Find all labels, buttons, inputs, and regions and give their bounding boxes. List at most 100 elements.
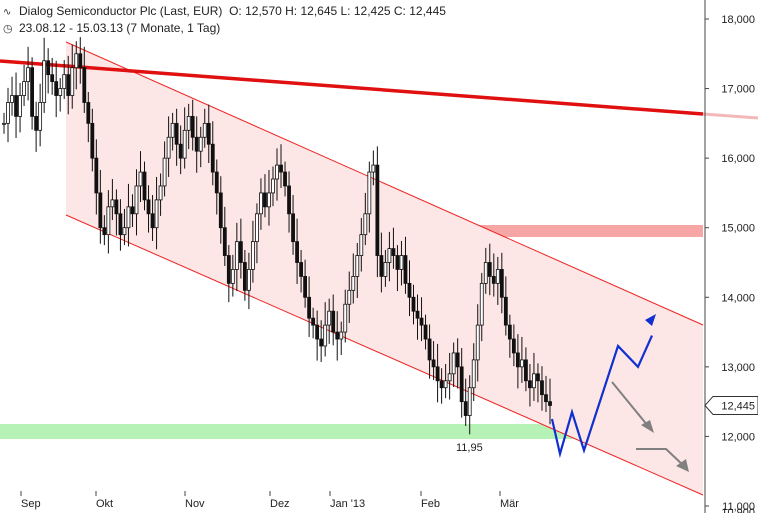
candle-body bbox=[182, 129, 187, 159]
candle bbox=[22, 64, 26, 106]
candle bbox=[50, 57, 55, 95]
x-tick-label: Sep bbox=[21, 498, 41, 510]
resistance-trendline-extension bbox=[702, 112, 758, 120]
candle-body bbox=[311, 317, 316, 326]
candle-body bbox=[234, 241, 239, 270]
candle bbox=[198, 126, 203, 168]
forecast-path-blue bbox=[550, 335, 654, 459]
resistance-zone bbox=[480, 225, 703, 237]
candle bbox=[162, 141, 167, 197]
candle-body bbox=[287, 185, 291, 215]
candle-body bbox=[206, 122, 211, 145]
candle bbox=[475, 304, 480, 382]
candle bbox=[186, 103, 191, 150]
forecast-arrowhead-blue bbox=[645, 314, 656, 326]
candle bbox=[10, 76, 14, 116]
candle-body bbox=[519, 359, 524, 368]
candle bbox=[226, 245, 231, 303]
x-tick-label: Dez bbox=[270, 498, 290, 510]
candle bbox=[524, 347, 528, 392]
candle bbox=[363, 192, 368, 246]
candle bbox=[70, 44, 75, 109]
candle-body bbox=[222, 227, 227, 256]
candle-body bbox=[174, 122, 179, 145]
candle-body bbox=[50, 74, 55, 83]
candle-body bbox=[34, 116, 39, 131]
candle bbox=[142, 161, 147, 211]
candle bbox=[42, 37, 47, 113]
candle bbox=[114, 189, 119, 236]
candle-body bbox=[299, 262, 303, 277]
candle-body bbox=[154, 199, 159, 229]
candle-body bbox=[242, 262, 247, 291]
candle bbox=[283, 161, 287, 197]
candle-body bbox=[98, 192, 103, 229]
candle bbox=[339, 321, 344, 356]
candle-body bbox=[130, 206, 135, 215]
candle-body bbox=[2, 122, 6, 125]
candle-body bbox=[74, 53, 79, 69]
candle bbox=[331, 294, 336, 346]
candle-body bbox=[327, 310, 332, 326]
candle bbox=[411, 284, 416, 325]
candle bbox=[459, 348, 464, 418]
candle-body bbox=[78, 53, 83, 69]
candle-body bbox=[126, 206, 131, 229]
candle bbox=[106, 190, 111, 254]
candle-body bbox=[339, 331, 344, 340]
candle bbox=[82, 46, 87, 113]
x-tick-label: Mär bbox=[500, 498, 519, 510]
candle-body bbox=[475, 324, 480, 361]
candle bbox=[415, 294, 420, 340]
candle bbox=[419, 297, 424, 342]
axes-layer: 18,000 17,000 16,000 15,000 14,000 13,000 12,0… bbox=[20, 0, 758, 513]
candle bbox=[483, 247, 488, 294]
candle bbox=[319, 320, 324, 362]
candle-body bbox=[375, 164, 380, 256]
candle bbox=[90, 108, 95, 172]
candle-body bbox=[46, 60, 51, 76]
candle bbox=[507, 314, 512, 358]
candle-body bbox=[42, 60, 47, 103]
candle bbox=[371, 150, 376, 186]
support-annotation: 11,95 bbox=[456, 442, 483, 454]
candle bbox=[351, 253, 356, 304]
candle-body bbox=[162, 157, 167, 187]
candle bbox=[246, 252, 251, 310]
x-tick-label: Jan '13 bbox=[330, 498, 365, 510]
candle-body bbox=[411, 296, 416, 312]
candle bbox=[515, 334, 520, 389]
candle-body bbox=[315, 324, 320, 340]
candle-body bbox=[391, 248, 396, 256]
y-tick-label: 11,000 bbox=[722, 501, 755, 513]
candle-body bbox=[347, 289, 352, 305]
candle bbox=[399, 240, 404, 286]
candle-body bbox=[459, 366, 464, 403]
candle bbox=[150, 195, 155, 241]
forecast-layer: 11,95 bbox=[456, 314, 689, 472]
candle-body bbox=[483, 262, 488, 284]
forecast-arrowhead-gray-1 bbox=[641, 420, 654, 433]
candle bbox=[18, 83, 22, 133]
candle bbox=[78, 37, 83, 84]
y-tick-label: 15,000 bbox=[721, 223, 755, 235]
candle bbox=[347, 271, 352, 324]
candle bbox=[355, 243, 360, 298]
candle bbox=[230, 254, 235, 297]
candle bbox=[315, 310, 320, 361]
candle-body bbox=[499, 269, 504, 298]
candle bbox=[407, 260, 412, 317]
candle-body bbox=[536, 373, 540, 382]
candle bbox=[503, 276, 508, 336]
candle-body bbox=[303, 276, 308, 298]
candle-body bbox=[403, 255, 408, 284]
candle-body bbox=[146, 199, 151, 215]
candle bbox=[98, 169, 103, 244]
candle-body bbox=[94, 157, 99, 194]
candle-body bbox=[170, 122, 175, 138]
candle-body bbox=[511, 338, 516, 354]
candle-body bbox=[106, 206, 111, 236]
candle bbox=[190, 99, 195, 151]
candle bbox=[6, 87, 10, 143]
